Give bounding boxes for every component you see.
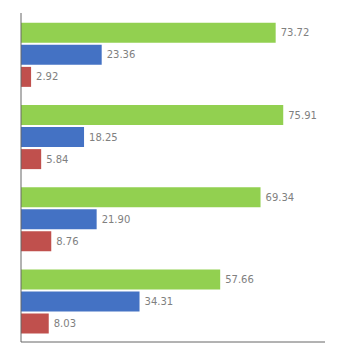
svg-text:21.90: 21.90 (102, 214, 131, 225)
svg-text:57.66: 57.66 (225, 274, 254, 285)
svg-text:34.31: 34.31 (145, 296, 174, 307)
svg-text:69.34: 69.34 (266, 192, 295, 203)
svg-text:23.36: 23.36 (107, 49, 136, 60)
svg-text:75.91: 75.91 (288, 110, 317, 121)
svg-text:8.03: 8.03 (54, 318, 76, 329)
svg-text:73.72: 73.72 (281, 27, 310, 38)
svg-text:8.76: 8.76 (56, 236, 78, 247)
svg-text:2.92: 2.92 (36, 71, 58, 82)
svg-text:5.84: 5.84 (46, 154, 68, 165)
svg-text:18.25: 18.25 (89, 132, 118, 143)
